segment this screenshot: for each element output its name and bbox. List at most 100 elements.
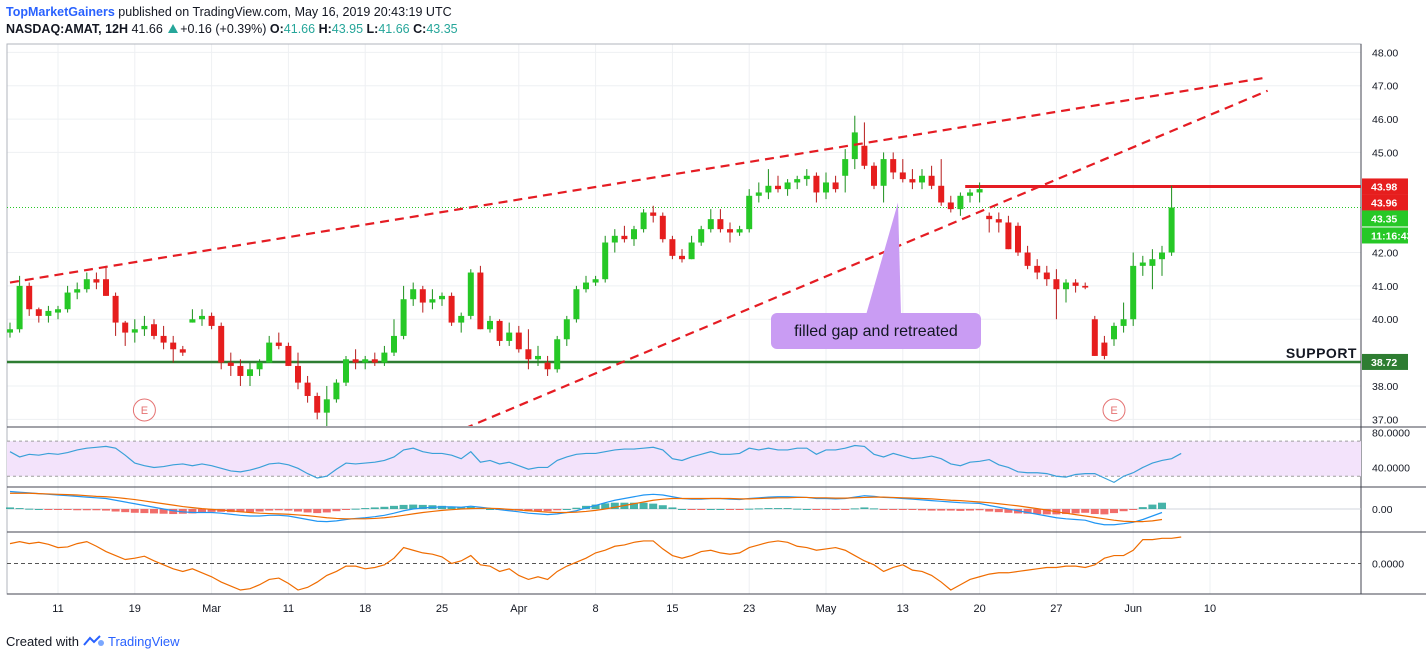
publisher-name[interactable]: TopMarketGainers — [6, 5, 115, 19]
macd-histogram-bar — [380, 506, 389, 509]
macd-histogram-bar — [111, 509, 120, 512]
macd-histogram-bar — [793, 508, 802, 510]
candle-body — [650, 212, 657, 216]
time-tick-label: 8 — [593, 603, 599, 615]
candle-body — [55, 309, 61, 313]
rsi-line — [9, 444, 1182, 484]
time-tick-label: 23 — [743, 603, 755, 615]
price-levels: SUPPORT — [7, 184, 1361, 364]
candle-body — [208, 315, 215, 326]
candle-body — [487, 320, 493, 330]
trendline-upper-channel — [9, 76, 1268, 284]
candle-body — [122, 322, 129, 333]
chart-header: TopMarketGainers published on TradingVie… — [6, 4, 458, 38]
rsi-axis-label: 40.0000 — [1372, 462, 1410, 474]
candle-body — [343, 359, 349, 383]
macd-histogram-bar — [1129, 509, 1138, 510]
candle-body — [909, 179, 916, 183]
candle-body — [439, 295, 445, 300]
macd-histogram-bar — [15, 508, 24, 510]
earnings-label: E — [141, 405, 148, 417]
macd-histogram-bar — [73, 509, 82, 511]
time-tick-label: Mar — [202, 603, 221, 615]
candle-body — [727, 229, 733, 233]
ohlc-line: NASDAQ:AMAT, 12H 41.66 +0.16 (+0.39%) O:… — [6, 21, 458, 38]
macd-histogram-bar — [908, 509, 917, 510]
macd-histogram-bar — [466, 506, 475, 509]
macd-histogram-bar — [668, 507, 677, 509]
macd-histogram-bar — [82, 509, 91, 511]
candle-body — [83, 279, 90, 290]
candle-body — [1034, 265, 1041, 273]
macd-histogram-bar — [966, 509, 974, 511]
rsi-pane — [7, 440, 1361, 484]
candle-body — [266, 342, 273, 363]
candle-body — [1159, 252, 1165, 260]
macd-histogram-bar — [591, 504, 600, 509]
candle-body — [1015, 225, 1021, 253]
candle-body — [544, 362, 551, 370]
time-tick-label: 13 — [897, 603, 909, 615]
candle-body — [352, 359, 359, 363]
candle-body — [525, 349, 532, 360]
macd-histogram-bar — [956, 509, 965, 511]
time-tick-label: 10 — [1204, 603, 1216, 615]
price-label-badge — [1362, 178, 1408, 195]
time-axis[interactable]: 11 19 Mar 11 18 25 Apr 8 15 23 May 13 20 27 Jun 10 — [52, 603, 1216, 615]
candle-body — [1091, 319, 1098, 356]
cci-line — [9, 536, 1182, 591]
macd-histogram-bar — [159, 509, 168, 514]
candle-body — [141, 325, 148, 330]
macd-histogram-bar — [841, 509, 850, 510]
price-axis[interactable]: 48.00 47.00 46.00 45.00 42.00 41.00 40.00 38.00… — [1362, 47, 1413, 571]
candle-body — [64, 292, 71, 310]
annotation-text: filled gap and retreated — [794, 323, 958, 340]
candle-body — [227, 362, 234, 366]
macd-histogram-bar — [678, 509, 686, 510]
macd-histogram-bar — [294, 509, 302, 512]
candle-body — [842, 159, 849, 176]
macd-axis-label: 0.00 — [1372, 504, 1393, 516]
time-tick-label: 25 — [436, 603, 448, 615]
macd-histogram-bar — [1119, 509, 1128, 512]
candle-body — [400, 299, 407, 336]
candle-body — [1149, 259, 1156, 266]
open-value: 41.66 — [283, 22, 316, 36]
macd-histogram-bar — [735, 509, 744, 510]
macd-histogram-bar — [447, 506, 456, 509]
macd-histogram-bar — [1033, 509, 1042, 515]
time-tick-label: 15 — [666, 603, 678, 615]
candle-body — [333, 382, 340, 400]
candle-body — [986, 215, 993, 220]
macd-histogram-bar — [1081, 509, 1090, 513]
published-text: published on TradingView.com, May 16, 20… — [114, 5, 452, 19]
macd-histogram-bar — [745, 508, 754, 510]
candle-body — [429, 299, 436, 303]
candle-body — [496, 320, 503, 341]
cci-pane — [7, 536, 1361, 591]
macd-histogram-bar — [802, 509, 811, 510]
annotation-pointer — [866, 202, 901, 315]
candle-body — [669, 239, 676, 256]
candle-body — [199, 315, 205, 320]
price-tick-label: 41.00 — [1372, 281, 1398, 293]
macd-histogram-bar — [534, 509, 542, 512]
candle-body — [784, 182, 791, 190]
tradingview-brand[interactable]: TradingView — [108, 634, 180, 649]
rsi-axis-label: 80.0000 — [1372, 427, 1410, 439]
macd-histogram-bar — [140, 509, 149, 514]
macd-histogram-bar — [1158, 502, 1166, 509]
price-tick-label: 46.00 — [1372, 114, 1398, 126]
candle-body — [938, 185, 945, 203]
candlestick-series — [7, 115, 1175, 426]
candle-body — [775, 185, 781, 190]
time-tick-label: Apr — [510, 603, 527, 615]
macd-histogram-bar — [1004, 509, 1013, 513]
candle-body — [467, 272, 474, 316]
candle-body — [477, 272, 484, 330]
candle-body — [928, 175, 935, 186]
low-value: 41.66 — [378, 22, 410, 36]
macd-histogram-bar — [601, 503, 610, 509]
candle-body — [631, 229, 637, 240]
